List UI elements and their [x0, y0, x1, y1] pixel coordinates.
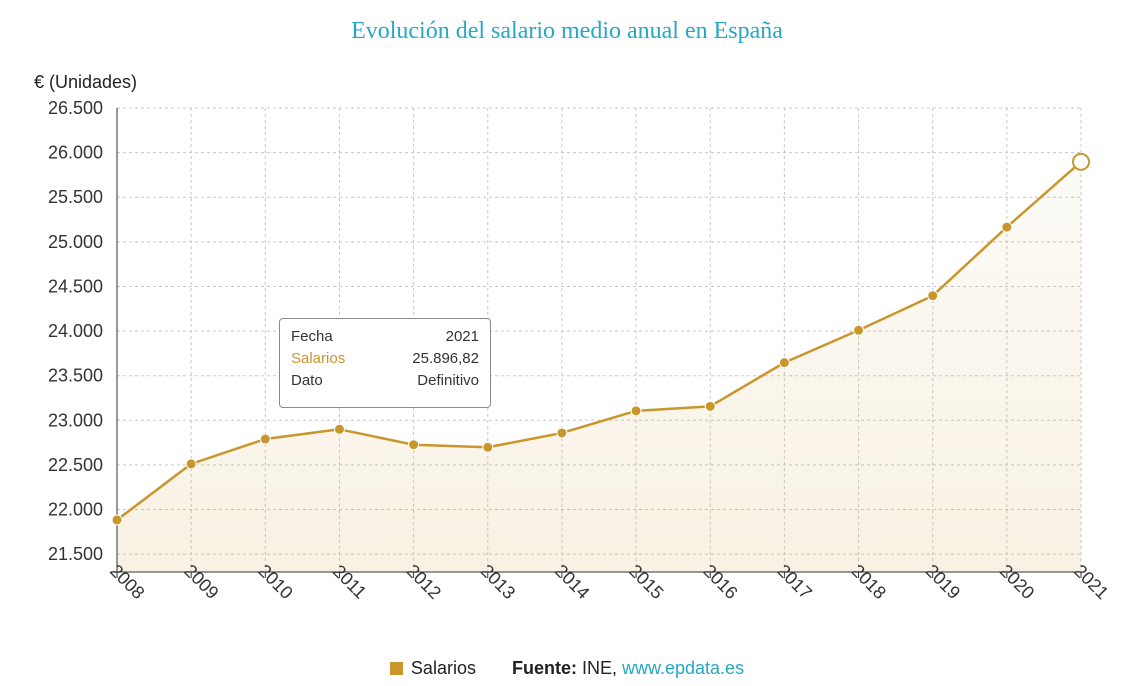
data-point-2009[interactable] [185, 458, 197, 470]
y-tick-label-2: 22.500 [48, 455, 103, 475]
data-point-2018[interactable] [853, 324, 865, 336]
data-point-2015[interactable] [630, 405, 642, 417]
y-tick-label-1: 22.000 [48, 500, 103, 520]
legend-series-label: Salarios [410, 658, 476, 678]
data-point-2008[interactable] [111, 514, 123, 526]
source-label: Fuente: [511, 658, 577, 678]
source-org: INE, [581, 658, 617, 678]
tooltip-status-label: Dato [291, 372, 323, 389]
y-tick-label-6: 24.500 [48, 276, 103, 296]
data-point-2021-highlighted[interactable] [1072, 152, 1090, 171]
y-tick-label-4: 23.500 [48, 366, 103, 386]
legend-swatch [389, 662, 403, 675]
data-point-2010[interactable] [259, 433, 271, 445]
tooltip-row-status: Dato Definitivo [291, 370, 479, 392]
data-tooltip: Fecha 2021 Salarios 25.896,82 Dato Defin… [279, 318, 491, 408]
data-point-2013[interactable] [482, 441, 494, 453]
data-point-2011[interactable] [333, 423, 345, 435]
y-tick-label-9: 26.000 [48, 143, 103, 163]
tooltip-row-series: Salarios 25.896,82 [291, 348, 479, 370]
series-area-salarios [117, 161, 1081, 573]
tooltip-series-label: Salarios [291, 350, 346, 367]
y-tick-labels: 21.500 22.000 22.500 23.000 23.500 24.000 24.5… [48, 98, 103, 564]
chart-title: Evolución del salario medio anual en Esp… [351, 18, 783, 44]
tooltip-date-label: Fecha [291, 328, 333, 345]
data-point-2014[interactable] [556, 427, 568, 439]
y-tick-label-7: 25.000 [48, 232, 103, 252]
source-credit: Fuente: INE, www.epdata.es [512, 658, 744, 679]
tooltip-series-value: 25.896,82 [412, 350, 479, 367]
legend: Salarios Fuente: INE, www.epdata.es [0, 658, 1134, 679]
data-point-2017[interactable] [778, 357, 790, 369]
data-point-2012[interactable] [408, 439, 420, 451]
y-tick-label-8: 25.500 [48, 187, 103, 207]
data-point-2019[interactable] [927, 290, 939, 302]
y-tick-label-5: 24.000 [48, 321, 103, 341]
y-tick-label-10: 26.500 [48, 98, 103, 118]
series-line-salarios [116, 160, 1082, 521]
y-tick-label-0: 21.500 [48, 544, 103, 564]
data-point-2020[interactable] [1001, 221, 1013, 233]
data-point-2016[interactable] [704, 400, 716, 412]
y-tick-label-3: 23.000 [48, 410, 103, 430]
tooltip-status-value: Definitivo [417, 372, 479, 389]
axes [116, 108, 1082, 578]
tooltip-date-value: 2021 [445, 328, 479, 345]
tooltip-row-date: Fecha 2021 [291, 326, 479, 348]
legend-item-salarios[interactable]: Salarios [389, 658, 476, 679]
y-axis-label: € (Unidades) [34, 72, 138, 92]
source-link[interactable]: www.epdata.es [622, 658, 745, 678]
